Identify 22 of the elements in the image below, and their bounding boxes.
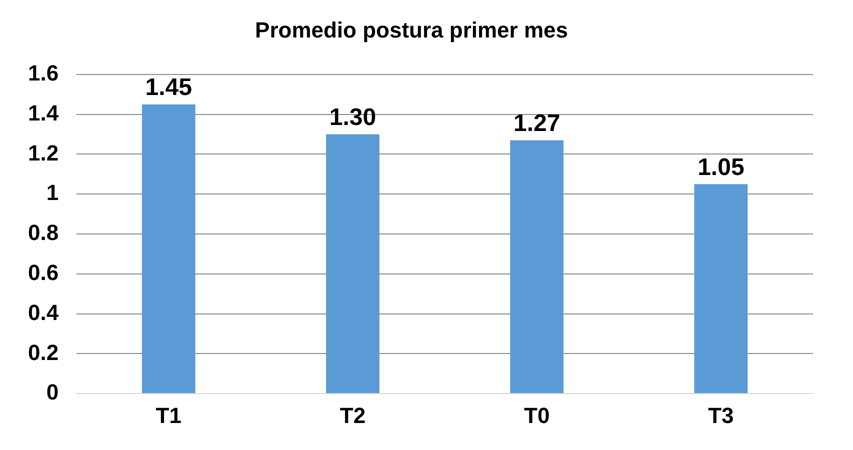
x-tick-label: T3 [708, 402, 734, 428]
y-tick-label: 1.4 [28, 100, 60, 126]
bar [142, 104, 196, 394]
bar [326, 134, 380, 394]
chart-title: Promedio postura primer mes [255, 17, 568, 42]
y-tick-label: 1.2 [28, 140, 59, 166]
y-tick-label: 0 [46, 380, 59, 405]
x-tick-label: T1 [156, 402, 182, 428]
y-tick-label: 0.4 [28, 300, 60, 325]
x-tick-label: T0 [524, 402, 550, 428]
y-tick-label: 0.8 [28, 220, 59, 246]
x-tick-label: T2 [340, 402, 366, 428]
y-tick-label: 0.6 [28, 260, 59, 285]
y-tick-label: 1.6 [28, 60, 59, 86]
bar [510, 140, 564, 394]
data-label: 1.30 [329, 104, 376, 131]
y-tick-label: 1 [46, 180, 59, 206]
bar [694, 184, 748, 394]
data-label: 1.05 [698, 154, 744, 181]
data-label: 1.45 [145, 74, 192, 101]
y-tick-label: 0.2 [28, 340, 59, 365]
data-label: 1.27 [513, 110, 560, 137]
